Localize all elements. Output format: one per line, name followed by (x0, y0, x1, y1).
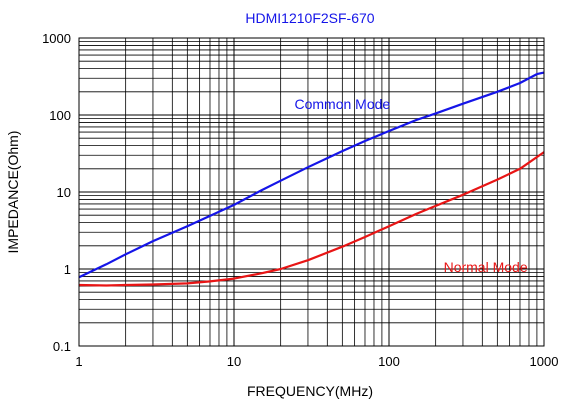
grid (78, 37, 545, 347)
annotation-normal-mode: Normal Mode (444, 259, 528, 275)
chart-title: HDMI1210F2SF-670 (245, 10, 374, 26)
y-tick-label: 10 (57, 185, 71, 200)
x-tick-label: 10 (227, 354, 241, 369)
plot-frame (78, 37, 545, 347)
series-line-common-mode (78, 71, 545, 279)
series (78, 71, 545, 287)
series-line-normal-mode (78, 151, 545, 287)
y-tick-label: 0.1 (53, 339, 71, 354)
y-tick-label: 1 (64, 262, 71, 277)
x-axis-label: FREQUENCY(MHz) (247, 383, 373, 399)
x-axis-ticks: 1 10 100 1000 (75, 354, 558, 369)
y-tick-label: 100 (49, 108, 71, 123)
annotation-common-mode: Common Mode (294, 96, 390, 112)
x-tick-label: 1000 (530, 354, 559, 369)
y-axis-ticks: 0.1 1 10 100 1000 (42, 31, 71, 354)
x-tick-label: 100 (378, 354, 400, 369)
y-tick-label: 1000 (42, 31, 71, 46)
annotations: Common Mode Normal Mode (294, 96, 527, 275)
y-axis-label: IMPEDANCE(Ohm) (5, 131, 21, 254)
x-tick-label: 1 (75, 354, 82, 369)
